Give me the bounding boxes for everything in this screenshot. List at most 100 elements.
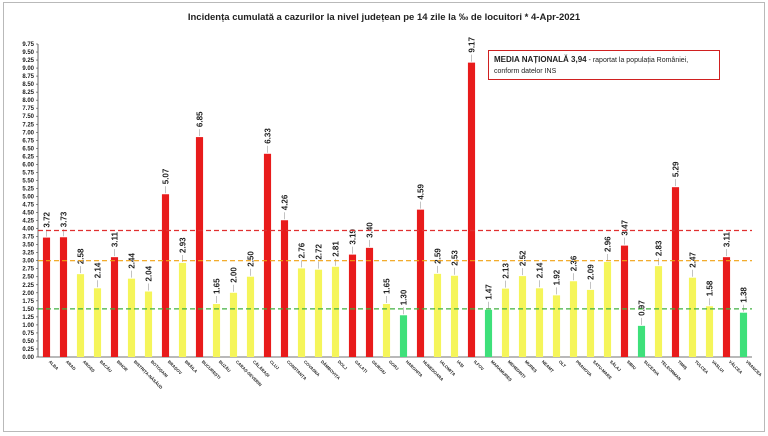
bar xyxy=(654,266,663,357)
category-label: PRAHOVA xyxy=(575,359,593,377)
category-label: CLUJ xyxy=(269,359,281,371)
y-tick-label: 4.00 xyxy=(22,227,34,233)
y-tick-label: 5.75 xyxy=(22,170,34,176)
bar xyxy=(433,273,442,357)
y-tick-label: 1.50 xyxy=(22,307,34,313)
value-label: 2.47 xyxy=(689,252,698,268)
bar xyxy=(416,209,425,357)
national-average-text: - raportat la populația României, confor… xyxy=(494,57,689,75)
y-tick-label: 9.25 xyxy=(22,58,34,64)
category-label: BUZĂU xyxy=(218,359,232,373)
value-label: 1.65 xyxy=(213,278,222,294)
y-tick-label: 4.50 xyxy=(22,211,34,217)
value-label: 2.72 xyxy=(315,244,324,260)
value-label: 4.59 xyxy=(417,184,426,200)
bar xyxy=(59,237,68,357)
y-tick-label: 0.75 xyxy=(22,331,34,337)
value-label: 2.36 xyxy=(570,255,579,271)
value-label: 2.14 xyxy=(94,262,103,278)
bar xyxy=(603,261,612,357)
category-label: DOLJ xyxy=(337,359,349,371)
value-label: 1.58 xyxy=(706,280,715,296)
bar xyxy=(280,220,289,357)
bar xyxy=(552,295,561,357)
category-label: BRAȘOV xyxy=(167,359,183,375)
bar xyxy=(348,254,357,357)
bar xyxy=(331,266,340,357)
category-label: GORJ xyxy=(388,359,400,371)
category-label: ARAD xyxy=(65,359,77,371)
y-tick-label: 7.75 xyxy=(22,106,34,112)
y-tick-label: 3.75 xyxy=(22,235,34,241)
value-label: 1.38 xyxy=(740,287,749,303)
y-tick-label: 2.50 xyxy=(22,275,34,281)
category-label: ILFOV xyxy=(473,359,485,371)
y-tick-label: 3.00 xyxy=(22,259,34,265)
bar xyxy=(246,276,255,357)
bar xyxy=(501,288,510,357)
y-tick-label: 6.75 xyxy=(22,138,34,144)
value-label: 2.93 xyxy=(179,237,188,253)
value-label: 1.30 xyxy=(400,289,409,305)
bar xyxy=(739,312,748,357)
value-label: 2.04 xyxy=(145,265,154,281)
bar xyxy=(93,288,102,357)
bar xyxy=(569,281,578,357)
bar xyxy=(467,62,476,358)
value-label: 2.09 xyxy=(587,264,596,280)
y-tick-label: 0.25 xyxy=(22,347,34,353)
chart-frame xyxy=(3,2,765,432)
bar xyxy=(399,315,408,357)
value-label: 2.50 xyxy=(247,251,256,267)
value-label: 2.00 xyxy=(230,267,239,283)
value-label: 9.17 xyxy=(468,36,477,52)
value-label: 1.92 xyxy=(553,269,562,285)
y-tick-label: 6.00 xyxy=(22,162,34,168)
category-label: TIMIȘ xyxy=(677,359,689,371)
value-label: 2.58 xyxy=(77,248,86,264)
value-label: 2.13 xyxy=(502,263,511,279)
category-label: HARGHITA xyxy=(405,359,424,378)
bar xyxy=(178,262,187,357)
y-tick-label: 0.50 xyxy=(22,339,34,345)
value-label: 2.52 xyxy=(519,250,528,266)
bar xyxy=(518,276,527,357)
category-label: SIBIU xyxy=(626,359,637,370)
y-tick-label: 4.75 xyxy=(22,203,34,209)
value-label: 2.59 xyxy=(434,248,443,264)
y-tick-label: 9.00 xyxy=(22,66,34,72)
y-tick-label: 7.25 xyxy=(22,122,34,128)
category-label: BRĂILA xyxy=(184,359,199,374)
bar xyxy=(688,277,697,357)
value-label: 2.14 xyxy=(536,262,545,278)
value-label: 3.47 xyxy=(621,219,630,235)
category-label: SUCEAVA xyxy=(643,359,661,377)
bar xyxy=(110,257,119,357)
category-label: BIHOR xyxy=(116,359,129,372)
y-tick-label: 1.25 xyxy=(22,315,34,321)
value-label: 3.11 xyxy=(111,231,120,247)
category-label: BACĂU xyxy=(99,359,113,373)
y-tick-label: 1.75 xyxy=(22,299,34,305)
value-label: 4.26 xyxy=(281,194,290,210)
y-tick-label: 2.25 xyxy=(22,283,34,289)
y-tick-label: 6.50 xyxy=(22,146,34,152)
national-average-value: MEDIA NAȚIONALĂ 3,94 xyxy=(494,55,587,64)
value-label: 2.44 xyxy=(128,253,137,269)
category-label: GALAȚI xyxy=(354,359,369,374)
bar xyxy=(314,269,323,357)
bar xyxy=(450,275,459,357)
y-tick-label: 1.00 xyxy=(22,323,34,329)
y-tick-label: 2.00 xyxy=(22,291,34,297)
bar xyxy=(535,288,544,357)
y-tick-label: 3.25 xyxy=(22,251,34,257)
value-label: 3.19 xyxy=(349,228,358,244)
bar xyxy=(161,194,170,357)
y-tick-label: 4.25 xyxy=(22,219,34,225)
y-tick-label: 8.50 xyxy=(22,82,34,88)
y-tick-label: 9.75 xyxy=(22,42,34,48)
y-tick-label: 7.50 xyxy=(22,114,34,120)
bar xyxy=(484,309,493,357)
value-label: 2.53 xyxy=(451,250,460,266)
